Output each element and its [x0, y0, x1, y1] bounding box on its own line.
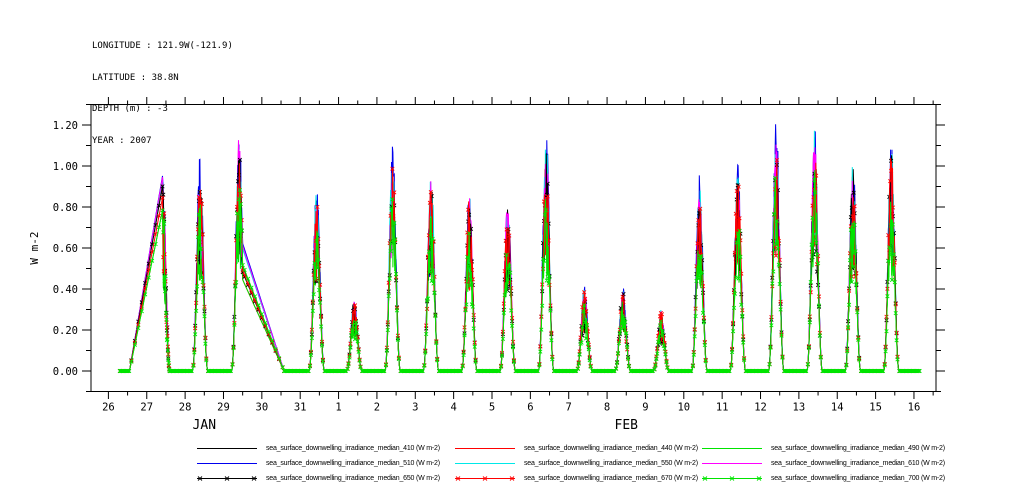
x-tick-label: 12	[754, 402, 767, 414]
x-tick-label: 7	[566, 402, 572, 414]
x-tick-label: 27	[140, 402, 153, 414]
legend-label: sea_surface_downwelling_irradiance_media…	[771, 460, 945, 467]
legend-item-9: sea_surface_downwelling_irradiance_media…	[702, 471, 945, 486]
x-tick-label: 28	[179, 402, 192, 414]
x-tick-label: 8	[604, 402, 610, 414]
x-tick-label: 14	[831, 402, 844, 414]
legend-label: sea_surface_downwelling_irradiance_media…	[524, 475, 698, 482]
y-tick-label: 0.80	[53, 202, 78, 214]
y-tick-label: 0.40	[53, 284, 78, 296]
series-line-700	[119, 169, 921, 372]
y-tick-label: 1.00	[53, 161, 78, 173]
legend-label: sea_surface_downwelling_irradiance_media…	[266, 445, 440, 452]
legend-item-3: sea_surface_downwelling_irradiance_media…	[702, 441, 945, 456]
chart-legend: sea_surface_downwelling_irradiance_media…	[197, 441, 945, 486]
y-axis-title: W m-2	[28, 231, 41, 264]
legend-item-5: sea_surface_downwelling_irradiance_media…	[455, 456, 702, 471]
legend-line-swatch	[702, 463, 762, 464]
series-markers-700	[117, 175, 922, 374]
legend-label: sea_surface_downwelling_irradiance_media…	[771, 475, 945, 482]
legend-line-swatch	[197, 448, 257, 449]
x-tick-label: 15	[869, 402, 882, 414]
x-tick-label: 6	[527, 402, 533, 414]
legend-item-7: sea_surface_downwelling_irradiance_media…	[197, 471, 455, 486]
x-tick-label: 16	[908, 402, 921, 414]
x-tick-label: 13	[793, 402, 806, 414]
x-tick-label: 11	[716, 402, 729, 414]
month-label-feb: FEB	[615, 418, 639, 433]
metadata-header: LONGITUDE : 121.9W(-121.9) LATITUDE : 38…	[92, 20, 233, 167]
legend-line-swatch	[455, 463, 515, 464]
legend-line-swatch	[197, 463, 257, 464]
x-tick-label: 5	[489, 402, 495, 414]
y-tick-label: 1.20	[53, 120, 78, 132]
x-tick-label: 4	[450, 402, 456, 414]
y-axis: 0.00 0.20 0.40 0.60 0.80 1.00 1.20 W m-2	[28, 104, 945, 392]
x-tick-label: 9	[642, 402, 648, 414]
month-label-jan: JAN	[193, 418, 216, 433]
x-tick-label: 26	[102, 402, 115, 414]
x-tick-label: 3	[412, 402, 418, 414]
x-tick-label: 29	[217, 402, 230, 414]
x-tick-label: 30	[256, 402, 269, 414]
y-tick-label: 0.00	[53, 366, 78, 378]
legend-item-2: sea_surface_downwelling_irradiance_media…	[455, 441, 702, 456]
series-lines	[117, 124, 922, 374]
x-tick-label: 31	[294, 402, 307, 414]
legend-label: sea_surface_downwelling_irradiance_media…	[771, 445, 945, 452]
legend-item-1: sea_surface_downwelling_irradiance_media…	[197, 441, 455, 456]
legend-line-swatch	[197, 476, 257, 481]
legend-item-6: sea_surface_downwelling_irradiance_media…	[702, 456, 945, 471]
y-tick-label: 0.60	[53, 243, 78, 255]
legend-line-swatch	[702, 476, 762, 481]
y-tick-label: 0.20	[53, 325, 78, 337]
x-tick-label: 1	[335, 402, 341, 414]
x-tick-label: 10	[677, 402, 690, 414]
legend-line-swatch	[702, 448, 762, 449]
legend-line-swatch	[455, 476, 515, 481]
header-latitude: LATITUDE : 38.8N	[92, 72, 179, 83]
header-depth: DEPTH (m) : -3	[92, 104, 168, 114]
legend-label: sea_surface_downwelling_irradiance_media…	[266, 475, 440, 482]
x-tick-label: 2	[374, 402, 380, 414]
legend-line-swatch	[455, 448, 515, 449]
header-year: YEAR : 2007	[92, 135, 152, 146]
header-longitude: LONGITUDE : 121.9W(-121.9)	[92, 41, 233, 51]
legend-label: sea_surface_downwelling_irradiance_media…	[524, 445, 698, 452]
legend-item-4: sea_surface_downwelling_irradiance_media…	[197, 456, 455, 471]
legend-label: sea_surface_downwelling_irradiance_media…	[266, 460, 440, 467]
legend-item-8: sea_surface_downwelling_irradiance_media…	[455, 471, 702, 486]
legend-label: sea_surface_downwelling_irradiance_media…	[524, 460, 698, 467]
